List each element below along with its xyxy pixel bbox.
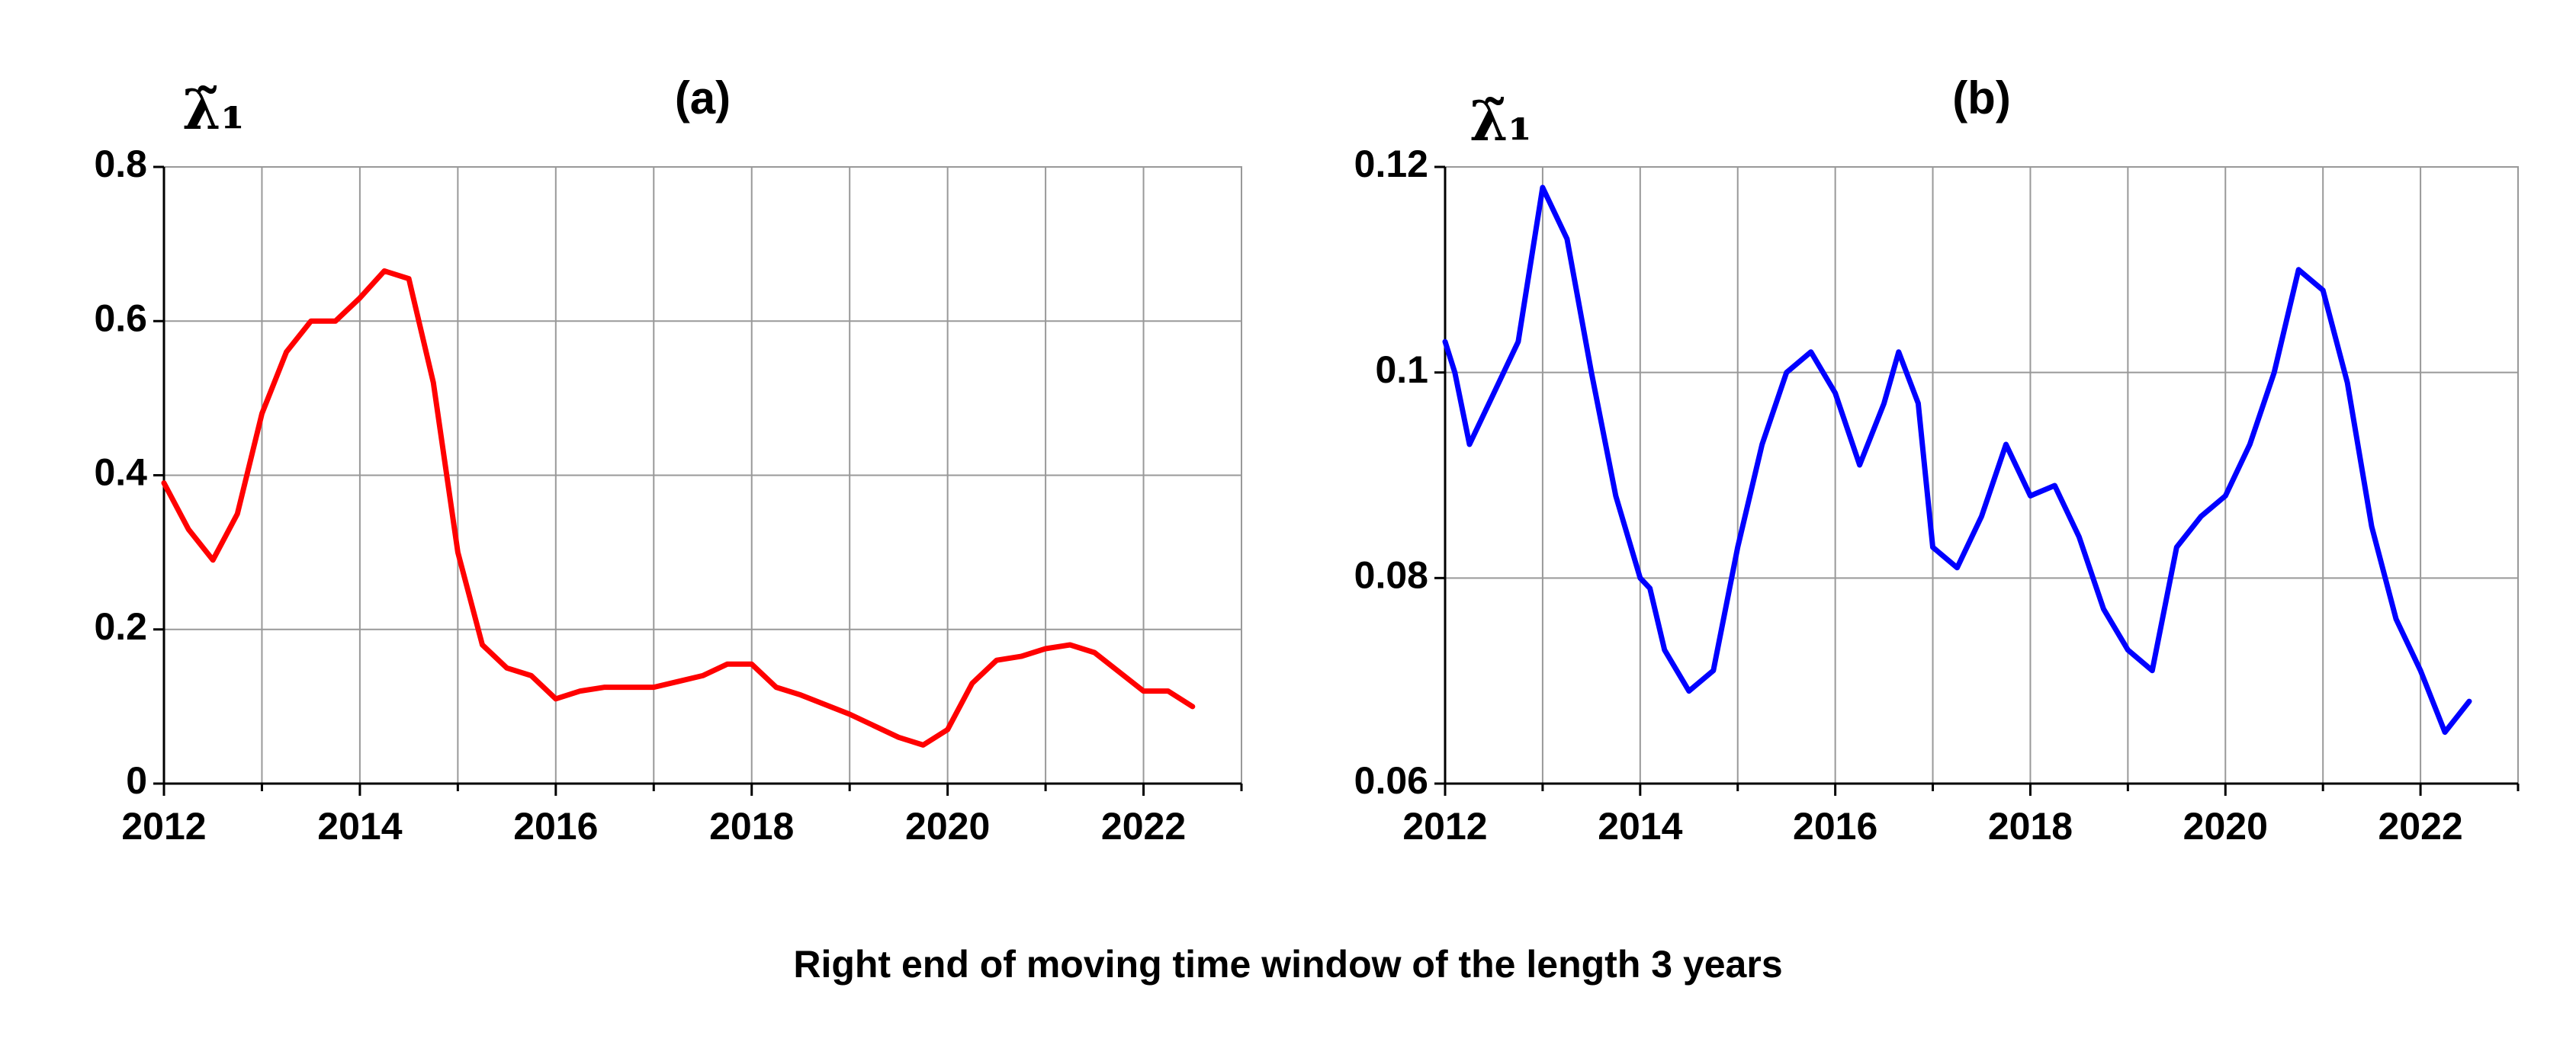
data-line bbox=[161, 268, 1196, 748]
x-tick-label: 2016 bbox=[513, 805, 598, 848]
x-tick-label: 2012 bbox=[121, 805, 206, 848]
x-tick-label: 2020 bbox=[905, 805, 990, 848]
y-tick-label: 0.8 bbox=[94, 143, 147, 185]
x-tick-label: 2018 bbox=[1988, 805, 2073, 848]
y-axis-label: λ̃₁ bbox=[182, 77, 245, 142]
y-axis-label: λ̃₁ bbox=[1469, 88, 1532, 153]
data-line bbox=[1442, 184, 2472, 736]
x-tick-label: 2014 bbox=[1598, 805, 1682, 848]
x-tick-label: 2022 bbox=[1101, 805, 1186, 848]
x-tick-label: 2016 bbox=[1793, 805, 1877, 848]
x-tick-label: 2014 bbox=[317, 805, 402, 848]
x-tick-label: 2022 bbox=[2378, 805, 2462, 848]
y-tick-label: 0 bbox=[126, 759, 147, 802]
x-tick-label: 2018 bbox=[709, 805, 794, 848]
y-tick-label: 0.12 bbox=[1354, 143, 1428, 185]
chart-title: (b) bbox=[1952, 72, 2011, 123]
y-tick-label: 0.08 bbox=[1354, 554, 1428, 597]
x-tick-label: 2012 bbox=[1402, 805, 1487, 848]
y-tick-label: 0.2 bbox=[94, 605, 147, 648]
y-tick-label: 0.06 bbox=[1354, 759, 1428, 802]
y-tick-label: 0.6 bbox=[94, 297, 147, 339]
y-tick-label: 0.4 bbox=[94, 451, 147, 494]
x-tick-label: 2020 bbox=[2183, 805, 2268, 848]
x-axis-label: Right end of moving time window of the l… bbox=[793, 943, 1782, 986]
y-tick-label: 0.1 bbox=[1375, 348, 1428, 391]
chart-title: (a) bbox=[675, 72, 731, 123]
